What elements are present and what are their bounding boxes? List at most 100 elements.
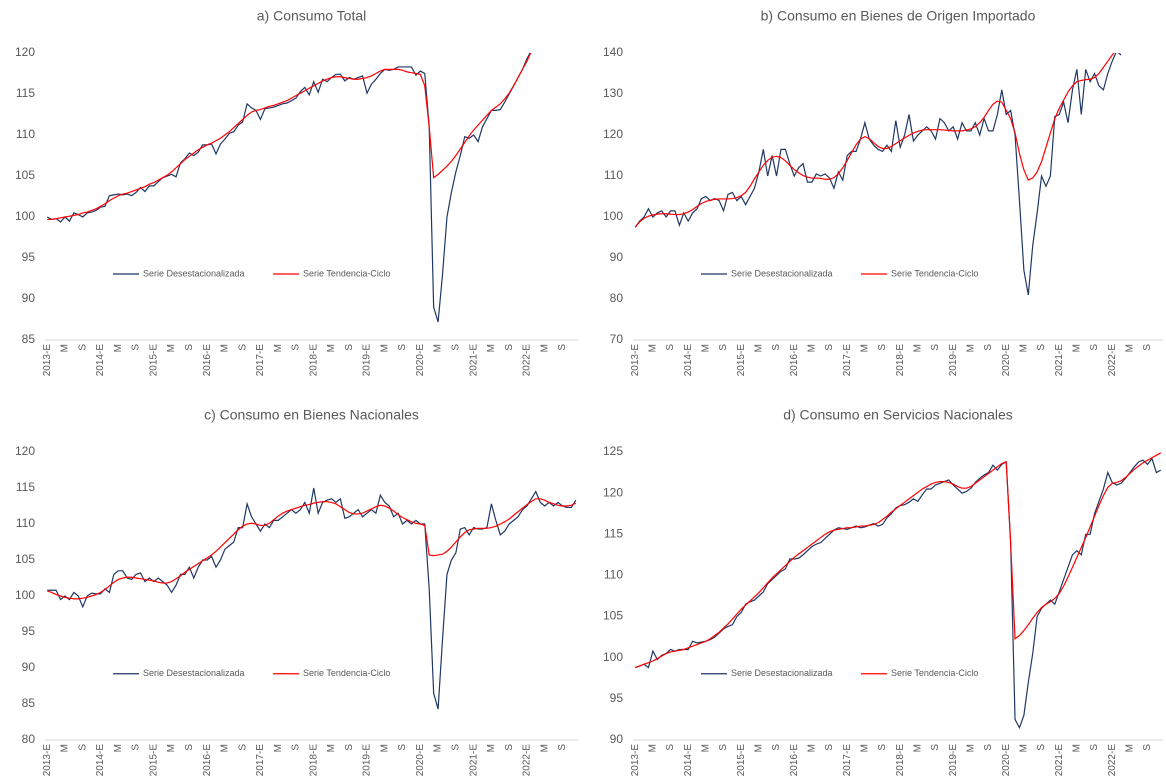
- x-tick-label: 2022-E: [1107, 744, 1118, 777]
- x-tick-label: 2022-E: [1107, 344, 1118, 377]
- x-tick-label: 2018-E: [895, 344, 906, 377]
- x-tick-label: S: [77, 344, 88, 351]
- y-tick-label: 90: [610, 250, 624, 264]
- x-tick-label: M: [486, 744, 497, 752]
- x-tick-label: S: [1036, 744, 1047, 751]
- x-tick-label: 2014-E: [95, 744, 106, 777]
- y-tick-label: 80: [22, 732, 36, 746]
- x-tick-label: 2013-E: [42, 744, 53, 777]
- legend-label: Serie Tendencia-Ciclo: [303, 268, 390, 278]
- series-line: [634, 53, 1115, 228]
- y-tick-label: 90: [610, 732, 624, 746]
- x-tick-label: 2021-E: [468, 744, 479, 777]
- x-tick-label: S: [557, 344, 568, 351]
- x-tick-label: S: [718, 744, 729, 751]
- y-tick-label: 100: [15, 209, 35, 223]
- legend-label: Serie Desestacionalizada: [143, 268, 245, 278]
- series-line: [46, 53, 531, 323]
- x-tick-label: M: [860, 344, 871, 352]
- x-tick-label: S: [237, 744, 248, 751]
- y-tick-label: 90: [22, 660, 36, 674]
- y-tick-label: 80: [610, 291, 624, 305]
- chart-title: a) Consumo Total: [257, 8, 366, 24]
- x-tick-label: S: [824, 744, 835, 751]
- x-tick-label: S: [504, 344, 515, 351]
- x-tick-label: S: [1142, 344, 1153, 351]
- x-tick-label: M: [220, 344, 231, 352]
- x-tick-label: 2022-E: [522, 744, 533, 777]
- y-tick-label: 140: [603, 45, 623, 59]
- x-tick-label: M: [60, 744, 71, 752]
- x-tick-label: 2015-E: [736, 344, 747, 377]
- x-tick-label: S: [450, 744, 461, 751]
- x-tick-label: 2016-E: [789, 344, 800, 377]
- y-tick-label: 130: [603, 86, 623, 100]
- y-tick-label: 100: [603, 209, 623, 223]
- x-tick-label: M: [807, 744, 818, 752]
- x-tick-label: M: [326, 344, 337, 352]
- x-tick-label: 2015-E: [148, 744, 159, 777]
- x-tick-label: S: [665, 744, 676, 751]
- x-tick-label: 2019-E: [362, 744, 373, 777]
- legend-label: Serie Desestacionalizada: [143, 668, 245, 678]
- x-tick-label: M: [1072, 344, 1083, 352]
- x-tick-label: S: [1142, 744, 1153, 751]
- x-tick-label: S: [184, 344, 195, 351]
- y-tick-label: 105: [15, 552, 35, 566]
- x-tick-label: M: [220, 744, 231, 752]
- chart-panel: d) Consumo en Servicios Nacionales 90 95 10…: [603, 407, 1163, 777]
- x-tick-label: M: [1019, 744, 1030, 752]
- y-tick-label: 100: [15, 588, 35, 602]
- y-tick-label: 115: [16, 86, 35, 100]
- x-tick-label: S: [824, 344, 835, 351]
- x-tick-label: 2021-E: [1054, 344, 1065, 377]
- x-tick-label: 2013-E: [630, 744, 641, 777]
- x-tick-label: M: [273, 344, 284, 352]
- x-tick-label: S: [291, 744, 302, 751]
- y-tick-label: 110: [604, 168, 623, 182]
- x-tick-label: S: [131, 744, 142, 751]
- series-line: [635, 457, 1162, 730]
- x-tick-label: 2017-E: [842, 744, 853, 777]
- x-tick-label: S: [771, 344, 782, 351]
- x-tick-label: 2014-E: [683, 344, 694, 377]
- x-tick-label: 2018-E: [308, 744, 319, 777]
- series-line: [635, 452, 1162, 669]
- x-tick-label: M: [113, 744, 124, 752]
- y-tick-label: 115: [604, 526, 623, 540]
- y-tick-label: 110: [16, 516, 35, 530]
- x-tick-label: S: [771, 744, 782, 751]
- x-tick-label: 2022-E: [522, 344, 533, 377]
- x-tick-label: S: [184, 744, 195, 751]
- x-tick-label: M: [860, 744, 871, 752]
- y-tick-label: 120: [15, 444, 35, 458]
- x-tick-label: S: [344, 744, 355, 751]
- x-tick-label: S: [877, 344, 888, 351]
- x-tick-label: S: [718, 344, 729, 351]
- x-tick-label: 2016-E: [202, 344, 213, 377]
- x-tick-label: S: [930, 744, 941, 751]
- legend-label: Serie Tendencia-Ciclo: [891, 268, 978, 278]
- series-line: [47, 487, 577, 710]
- y-tick-label: 95: [610, 691, 624, 705]
- x-tick-label: S: [77, 744, 88, 751]
- x-tick-label: 2013-E: [630, 344, 641, 377]
- x-tick-label: S: [291, 344, 302, 351]
- y-tick-label: 125: [603, 444, 623, 458]
- x-tick-label: S: [877, 744, 888, 751]
- x-tick-label: M: [966, 744, 977, 752]
- chart-title: d) Consumo en Servicios Nacionales: [783, 407, 1013, 423]
- x-tick-label: 2017-E: [255, 744, 266, 777]
- x-tick-label: 2017-E: [842, 344, 853, 377]
- x-tick-label: M: [807, 344, 818, 352]
- y-tick-label: 100: [603, 650, 623, 664]
- x-tick-label: 2020-E: [1001, 344, 1012, 377]
- x-tick-label: 2019-E: [362, 344, 373, 377]
- x-tick-label: M: [1072, 744, 1083, 752]
- x-tick-label: 2020-E: [1001, 744, 1012, 777]
- x-tick-label: 2019-E: [948, 344, 959, 377]
- x-tick-label: 2015-E: [148, 344, 159, 377]
- y-tick-label: 120: [603, 485, 623, 499]
- y-tick-label: 85: [22, 696, 36, 710]
